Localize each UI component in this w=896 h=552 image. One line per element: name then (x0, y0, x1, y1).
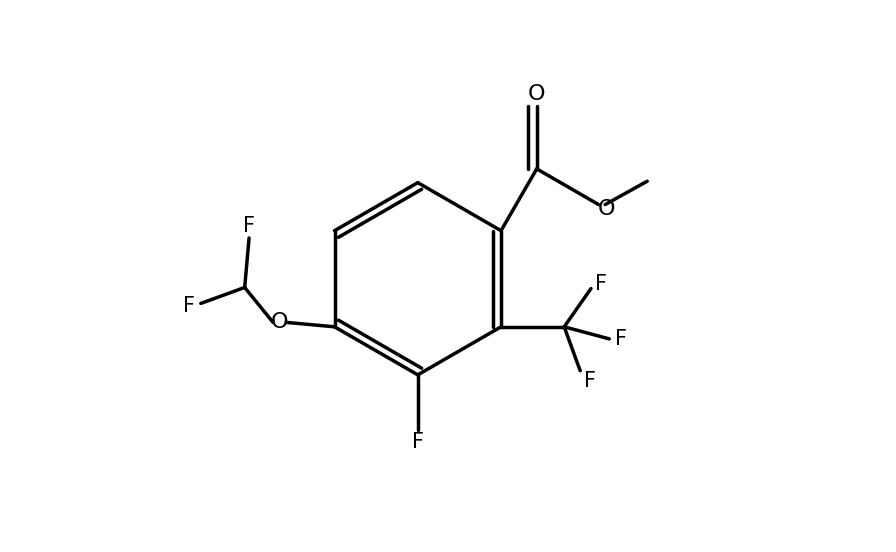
Text: F: F (595, 274, 607, 294)
Text: O: O (528, 83, 546, 104)
Text: F: F (243, 216, 255, 236)
Text: F: F (412, 432, 424, 452)
Text: O: O (271, 312, 289, 332)
Text: F: F (183, 296, 194, 316)
Text: F: F (616, 329, 627, 349)
Text: F: F (584, 370, 596, 391)
Text: O: O (598, 199, 616, 219)
